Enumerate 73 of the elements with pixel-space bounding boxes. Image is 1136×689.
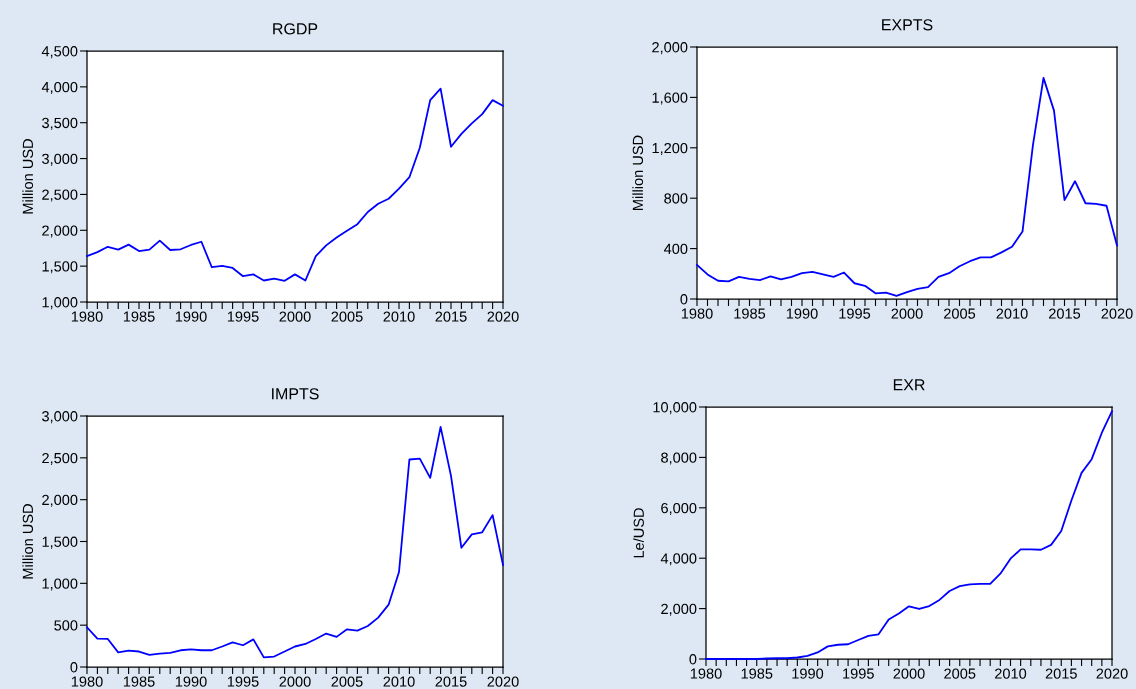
y-tick-label: 3,500 bbox=[42, 117, 78, 130]
chart-title: EXR bbox=[893, 379, 925, 391]
x-tick-label: 2000 bbox=[891, 308, 923, 319]
x-tick-label: 1980 bbox=[681, 308, 713, 319]
y-tick-label: 0 bbox=[70, 662, 78, 673]
x-tick-label: 2015 bbox=[1049, 308, 1081, 319]
chart-title: RGDP bbox=[273, 23, 318, 35]
x-tick-label: 1995 bbox=[839, 308, 871, 319]
x-tick-label: 2000 bbox=[279, 676, 311, 687]
y-tick-label: 500 bbox=[54, 620, 78, 631]
chart-title: IMPTS bbox=[272, 388, 319, 400]
line-series bbox=[86, 87, 504, 282]
x-tick-label: 1995 bbox=[227, 676, 259, 687]
y-tick-label: 800 bbox=[664, 193, 688, 204]
y-tick-label: 1,500 bbox=[42, 536, 78, 549]
x-tick-label: 2005 bbox=[331, 311, 363, 322]
x-tick-label: 2005 bbox=[944, 308, 976, 319]
y-tick-label: 10,000 bbox=[653, 402, 697, 415]
x-tick-label: 2020 bbox=[487, 676, 519, 687]
chart-title: EXPTS bbox=[882, 19, 933, 31]
x-tick-label: 2010 bbox=[995, 668, 1027, 679]
y-tick-label: 3,000 bbox=[42, 153, 78, 166]
x-tick-label: 2015 bbox=[435, 311, 467, 322]
y-axis-title: Million USD bbox=[22, 139, 34, 214]
y-tick-label: 2,500 bbox=[42, 452, 78, 465]
x-tick-label: 2015 bbox=[1045, 668, 1077, 679]
y-tick-label: 6,000 bbox=[661, 502, 697, 515]
x-tick-label: 2010 bbox=[383, 676, 415, 687]
y-tick-label: 2,000 bbox=[42, 494, 78, 507]
x-tick-label: 1980 bbox=[690, 668, 722, 679]
x-tick-label: 2020 bbox=[1096, 668, 1128, 679]
x-tick-label: 1980 bbox=[71, 676, 103, 687]
x-tick-label: 2005 bbox=[944, 668, 976, 679]
x-tick-label: 1985 bbox=[734, 308, 766, 319]
y-tick-label: 4,500 bbox=[41, 46, 78, 59]
y-tick-label: 0 bbox=[689, 654, 697, 665]
x-tick-label: 2015 bbox=[435, 676, 467, 687]
y-tick-label: 3,000 bbox=[42, 411, 78, 424]
x-tick-label: 2010 bbox=[996, 308, 1028, 319]
y-axis-title: Le/USD bbox=[633, 508, 644, 558]
x-tick-label: 2005 bbox=[331, 676, 363, 687]
y-tick-label: 2,000 bbox=[661, 603, 697, 616]
x-tick-label: 2010 bbox=[383, 311, 415, 322]
y-tick-label: 4,000 bbox=[660, 553, 697, 566]
x-tick-label: 1985 bbox=[123, 311, 155, 322]
x-tick-label: 1990 bbox=[175, 311, 207, 322]
y-tick-label: 2,500 bbox=[42, 189, 78, 202]
y-tick-label: 1,200 bbox=[652, 142, 688, 155]
x-tick-label: 1990 bbox=[175, 676, 207, 687]
y-tick-label: 1,000 bbox=[42, 297, 78, 310]
x-tick-label: 2020 bbox=[487, 311, 519, 322]
y-tick-label: 0 bbox=[680, 294, 688, 305]
x-tick-label: 2000 bbox=[893, 668, 925, 679]
x-tick-label: 1985 bbox=[741, 668, 773, 679]
x-tick-label: 1995 bbox=[843, 668, 874, 679]
y-tick-label: 400 bbox=[663, 243, 688, 255]
y-tick-label: 1,600 bbox=[652, 92, 688, 105]
x-tick-label: 1990 bbox=[792, 668, 824, 679]
y-tick-label: 2,000 bbox=[652, 42, 688, 55]
x-tick-label: 2000 bbox=[279, 311, 311, 322]
x-tick-label: 1980 bbox=[71, 311, 103, 322]
x-tick-label: 1990 bbox=[786, 308, 818, 319]
x-tick-label: 1995 bbox=[227, 311, 259, 322]
y-tick-label: 1,500 bbox=[42, 261, 78, 274]
y-axis-title: Million USD bbox=[632, 135, 644, 210]
y-tick-label: 8,000 bbox=[661, 452, 697, 465]
y-tick-label: 1,000 bbox=[42, 578, 78, 591]
x-tick-label: 1985 bbox=[123, 676, 155, 687]
y-tick-label: 2,000 bbox=[42, 225, 78, 238]
y-axis-title: Million USD bbox=[22, 504, 34, 579]
line-series bbox=[86, 425, 504, 659]
y-tick-label: 4,000 bbox=[41, 81, 78, 95]
x-tick-label: 2020 bbox=[1101, 308, 1133, 319]
